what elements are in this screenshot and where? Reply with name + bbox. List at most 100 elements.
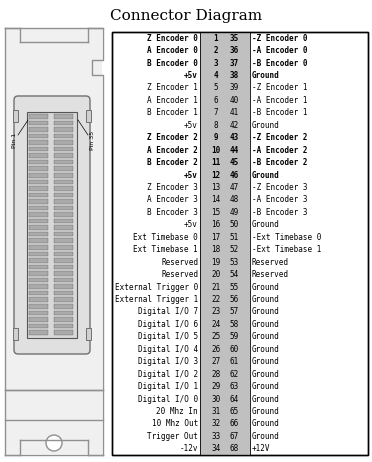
Text: B Encoder 0: B Encoder 0 <box>147 59 198 67</box>
Bar <box>29 134 48 138</box>
Bar <box>54 258 73 263</box>
Bar <box>29 121 48 125</box>
Text: Ext Timebase 1: Ext Timebase 1 <box>133 245 198 254</box>
Text: 19: 19 <box>211 258 221 267</box>
Bar <box>54 153 73 158</box>
Bar <box>54 193 73 197</box>
Bar <box>29 265 48 269</box>
Text: -A Encoder 1: -A Encoder 1 <box>252 96 308 105</box>
Text: A Encoder 0: A Encoder 0 <box>147 46 198 55</box>
Bar <box>29 127 48 132</box>
Bar <box>29 147 48 152</box>
Text: Digital I/O 0: Digital I/O 0 <box>138 395 198 403</box>
Text: 55: 55 <box>230 283 238 292</box>
Bar <box>54 225 73 230</box>
Text: 27: 27 <box>211 357 221 366</box>
Bar <box>29 180 48 184</box>
Bar <box>29 330 48 335</box>
Text: Ground: Ground <box>252 121 280 130</box>
Text: 51: 51 <box>230 233 238 242</box>
Text: Trigger Out: Trigger Out <box>147 432 198 441</box>
Text: 56: 56 <box>230 295 238 304</box>
Bar <box>54 330 73 335</box>
Text: 3: 3 <box>214 59 218 67</box>
Bar <box>54 245 73 249</box>
Text: Reserved: Reserved <box>161 258 198 267</box>
Text: 32: 32 <box>211 419 221 428</box>
Text: External Trigger 0: External Trigger 0 <box>115 283 198 292</box>
Bar <box>29 284 48 289</box>
Bar <box>54 310 73 315</box>
Text: 16: 16 <box>211 220 221 229</box>
Bar <box>29 304 48 309</box>
Bar <box>54 232 73 237</box>
Text: Ground: Ground <box>252 345 280 354</box>
Text: 4: 4 <box>214 71 218 80</box>
Bar <box>54 160 73 164</box>
Bar <box>29 166 48 171</box>
Text: 8: 8 <box>214 121 218 130</box>
Bar <box>29 160 48 164</box>
Text: Z Encoder 3: Z Encoder 3 <box>147 183 198 192</box>
Text: 21: 21 <box>211 283 221 292</box>
Text: -A Encoder 0: -A Encoder 0 <box>252 46 308 55</box>
Text: +5v: +5v <box>184 121 198 130</box>
Bar <box>29 173 48 177</box>
Text: 38: 38 <box>230 71 238 80</box>
Text: -Ext Timebase 0: -Ext Timebase 0 <box>252 233 321 242</box>
Text: 10: 10 <box>211 146 221 155</box>
Bar <box>29 238 48 243</box>
Bar <box>54 252 73 256</box>
Text: 54: 54 <box>230 270 238 279</box>
Text: 36: 36 <box>230 46 238 55</box>
Text: Z Encoder 0: Z Encoder 0 <box>147 34 198 43</box>
Text: Ground: Ground <box>252 220 280 229</box>
Text: 61: 61 <box>230 357 238 366</box>
Text: Digital I/O 6: Digital I/O 6 <box>138 320 198 329</box>
Text: Pin 1: Pin 1 <box>12 133 16 147</box>
Bar <box>54 271 73 276</box>
Text: 26: 26 <box>211 345 221 354</box>
Text: B Encoder 3: B Encoder 3 <box>147 208 198 217</box>
Bar <box>29 114 48 119</box>
Text: 44: 44 <box>230 146 238 155</box>
Text: 7: 7 <box>214 109 218 117</box>
Bar <box>29 298 48 302</box>
Text: A Encoder 1: A Encoder 1 <box>147 96 198 105</box>
Bar <box>54 199 73 204</box>
Text: 1: 1 <box>214 34 218 43</box>
Text: -A Encoder 2: -A Encoder 2 <box>252 146 308 155</box>
Bar <box>29 212 48 217</box>
Text: Reserved: Reserved <box>161 270 198 279</box>
Text: Digital I/O 4: Digital I/O 4 <box>138 345 198 354</box>
Bar <box>54 134 73 138</box>
Bar <box>112 32 368 455</box>
Text: 47: 47 <box>230 183 238 192</box>
Text: 63: 63 <box>230 382 238 391</box>
FancyBboxPatch shape <box>14 96 90 354</box>
Bar <box>54 323 73 328</box>
Text: 5: 5 <box>214 84 218 92</box>
Bar <box>13 328 18 340</box>
Bar <box>54 291 73 296</box>
Text: Digital I/O 7: Digital I/O 7 <box>138 307 198 316</box>
Bar <box>13 110 18 122</box>
Text: -Z Encoder 3: -Z Encoder 3 <box>252 183 308 192</box>
Text: -A Encoder 3: -A Encoder 3 <box>252 195 308 205</box>
Text: Ground: Ground <box>252 332 280 341</box>
Bar <box>29 206 48 210</box>
Text: +5v: +5v <box>184 220 198 229</box>
Text: +12V: +12V <box>252 444 270 453</box>
Text: +5v: +5v <box>184 170 198 180</box>
Text: 14: 14 <box>211 195 221 205</box>
Text: External Trigger 1: External Trigger 1 <box>115 295 198 304</box>
Bar <box>54 238 73 243</box>
Text: 12: 12 <box>211 170 221 180</box>
Bar <box>29 317 48 322</box>
Text: -B Encoder 0: -B Encoder 0 <box>252 59 308 67</box>
Text: 40: 40 <box>230 96 238 105</box>
Text: 31: 31 <box>211 407 221 416</box>
Text: 22: 22 <box>211 295 221 304</box>
Text: Ground: Ground <box>252 295 280 304</box>
Text: 53: 53 <box>230 258 238 267</box>
